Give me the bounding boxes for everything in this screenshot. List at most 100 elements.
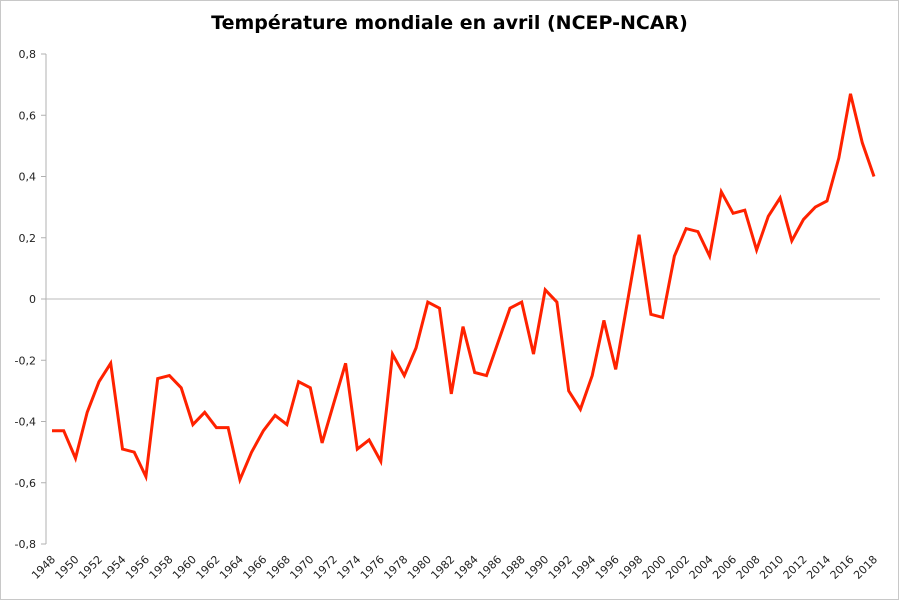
data-point: [520, 301, 523, 304]
x-tick-label: 1954: [100, 553, 129, 582]
y-tick-label: -0,4: [15, 416, 36, 429]
x-tick-label: 2010: [757, 553, 786, 582]
data-point: [602, 319, 605, 322]
data-point: [133, 451, 136, 454]
data-point: [332, 402, 335, 405]
data-point: [567, 389, 570, 392]
y-axis: 0,8 0,6 0,4 0,2 0 -0,2 -0,4 -0,6 -0,8: [15, 48, 47, 551]
data-point: [685, 227, 688, 230]
chart-title: Température mondiale en avril (NCEP-NCAR…: [211, 12, 688, 34]
x-tick-label: 1996: [593, 553, 622, 582]
data-point: [285, 423, 288, 426]
data-point: [743, 209, 746, 212]
data-point: [790, 239, 793, 242]
x-tick-label: 2016: [828, 553, 857, 582]
data-point: [262, 429, 265, 432]
x-tick-label: 2004: [687, 553, 716, 582]
x-tick-label: 1970: [287, 553, 316, 582]
data-point: [86, 411, 89, 414]
x-tick-label: 2012: [781, 553, 810, 582]
data-point: [767, 215, 770, 218]
data-point: [368, 438, 371, 441]
y-tick-label: 0,8: [19, 48, 37, 61]
data-point: [203, 411, 206, 414]
x-axis: 1948195019521954195619581960196219641966…: [29, 298, 880, 582]
x-tick-label: 1950: [53, 553, 82, 582]
y-tick-label: -0,6: [15, 477, 36, 490]
data-point: [555, 301, 558, 304]
data-point: [508, 307, 511, 310]
x-tick-label: 1960: [170, 553, 199, 582]
data-point: [215, 426, 218, 429]
data-point: [426, 301, 429, 304]
x-tick-label: 1958: [147, 553, 176, 582]
x-tick-label: 1948: [29, 553, 58, 582]
data-point: [861, 141, 864, 144]
y-tick-label: 0,2: [19, 232, 37, 245]
x-tick-label: 2014: [804, 553, 833, 582]
x-tick-label: 1998: [616, 553, 645, 582]
data-point: [544, 288, 547, 291]
data-point: [227, 426, 230, 429]
x-tick-label: 2008: [734, 553, 763, 582]
data-point: [708, 255, 711, 258]
data-point: [62, 429, 65, 432]
data-point: [532, 353, 535, 356]
data-point: [250, 451, 253, 454]
x-tick-label: 2018: [851, 553, 880, 582]
data-point: [673, 255, 676, 258]
data-point: [485, 374, 488, 377]
data-point: [450, 392, 453, 395]
data-point: [473, 371, 476, 374]
x-tick-label: 1982: [428, 553, 457, 582]
data-point: [814, 206, 817, 209]
data-point: [356, 448, 359, 451]
x-tick-label: 1986: [475, 553, 504, 582]
x-tick-label: 1990: [522, 553, 551, 582]
x-tick-label: 2002: [663, 553, 692, 582]
data-point: [649, 313, 652, 316]
data-point: [732, 212, 735, 215]
series-line: [52, 93, 876, 485]
data-point: [661, 316, 664, 319]
y-tick-label: -0,2: [15, 354, 36, 367]
x-tick-label: 1974: [334, 553, 363, 582]
data-point: [121, 448, 124, 451]
x-tick-label: 1952: [76, 553, 105, 582]
x-tick-label: 1984: [452, 553, 481, 582]
data-point: [438, 307, 441, 310]
data-point: [638, 233, 641, 236]
data-point: [191, 423, 194, 426]
plot-area: [51, 93, 876, 485]
data-point: [74, 457, 77, 460]
data-point: [626, 301, 629, 304]
data-point: [497, 340, 500, 343]
data-point: [720, 190, 723, 193]
data-point: [755, 249, 758, 252]
x-tick-label: 1956: [123, 553, 152, 582]
data-point: [51, 429, 54, 432]
data-point: [379, 460, 382, 463]
data-point: [826, 200, 829, 203]
data-point: [614, 368, 617, 371]
data-point: [415, 347, 418, 350]
data-point: [873, 175, 876, 178]
data-point: [238, 478, 241, 481]
x-tick-label: 1966: [241, 553, 270, 582]
data-point: [779, 196, 782, 199]
x-tick-label: 1962: [194, 553, 223, 582]
data-point: [696, 230, 699, 233]
x-tick-label: 1988: [499, 553, 528, 582]
data-point: [837, 157, 840, 160]
x-tick-label: 2000: [640, 553, 669, 582]
data-point: [144, 475, 147, 478]
data-point: [180, 386, 183, 389]
data-point: [168, 374, 171, 377]
data-point: [321, 441, 324, 444]
x-tick-label: 1994: [569, 553, 598, 582]
x-tick-label: 1972: [311, 553, 340, 582]
data-point: [591, 374, 594, 377]
data-point: [344, 362, 347, 365]
y-tick-label: 0,6: [19, 109, 37, 122]
data-point: [97, 380, 100, 383]
